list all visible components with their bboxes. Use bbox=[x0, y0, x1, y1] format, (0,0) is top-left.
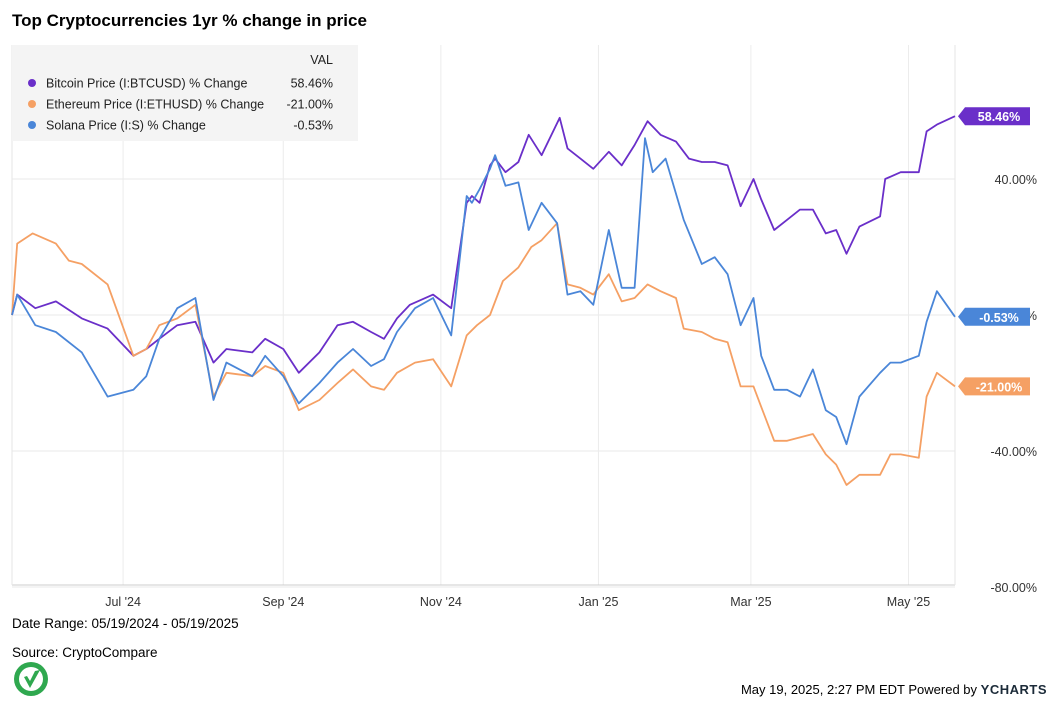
series-line-0 bbox=[11, 115, 956, 374]
end-label-flag bbox=[958, 307, 1030, 326]
source-label: Source: CryptoCompare bbox=[12, 645, 158, 660]
x-tick-label: May '25 bbox=[887, 595, 930, 609]
end-label-flag bbox=[958, 107, 1030, 126]
series-line-2 bbox=[11, 137, 956, 446]
legend-marker-icon bbox=[28, 79, 36, 87]
legend-item-value: -21.00% bbox=[286, 98, 333, 112]
x-tick-label: Jan '25 bbox=[579, 595, 619, 609]
x-tick-label: Nov '24 bbox=[420, 595, 462, 609]
ycharts-brand[interactable]: YCHARTS bbox=[980, 682, 1047, 697]
end-label-value: -0.53% bbox=[979, 311, 1019, 325]
legend-header: VAL bbox=[310, 53, 333, 67]
end-labels: 58.46% -0.53% -21.00% bbox=[958, 107, 1030, 396]
legend-marker-icon bbox=[28, 100, 36, 108]
y-tick-label: -40.00% bbox=[990, 445, 1037, 459]
legend-item-label: Ethereum Price (I:ETHUSD) % Change bbox=[46, 98, 264, 112]
legend-background bbox=[12, 45, 358, 141]
series-lines bbox=[11, 115, 956, 486]
x-tick-label: Mar '25 bbox=[730, 595, 771, 609]
legend-marker-icon bbox=[28, 121, 36, 129]
footer: May 19, 2025, 2:27 PM EDT Powered by YCH… bbox=[741, 682, 1047, 697]
ycharts-logo-icon bbox=[14, 662, 48, 696]
chart-title: Top Cryptocurrencies 1yr % change in pri… bbox=[12, 11, 367, 30]
end-label-value: 58.46% bbox=[978, 110, 1020, 124]
legend[interactable]: VAL Bitcoin Price (I:BTCUSD) % Change 58.4… bbox=[12, 45, 358, 141]
legend-item-label: Solana Price (I:S) % Change bbox=[46, 119, 206, 133]
y-tick-label: -80.00% bbox=[990, 581, 1037, 595]
legend-item-label: Bitcoin Price (I:BTCUSD) % Change bbox=[46, 77, 248, 91]
y-tick-label: 40.00% bbox=[995, 173, 1037, 187]
x-tick-label: Sep '24 bbox=[262, 595, 304, 609]
legend-item-value: 58.46% bbox=[291, 77, 333, 91]
date-range: Date Range: 05/19/2024 - 05/19/2025 bbox=[12, 616, 239, 631]
x-tick-label: Jul '24 bbox=[105, 595, 141, 609]
end-label-value: -21.00% bbox=[976, 380, 1023, 394]
footer-timestamp: May 19, 2025, 2:27 PM EDT Powered by bbox=[740, 682, 978, 697]
legend-item-value: -0.53% bbox=[293, 119, 333, 133]
grid-lines bbox=[12, 45, 955, 588]
series-line-1 bbox=[11, 222, 956, 486]
end-label-flag bbox=[958, 377, 1030, 396]
